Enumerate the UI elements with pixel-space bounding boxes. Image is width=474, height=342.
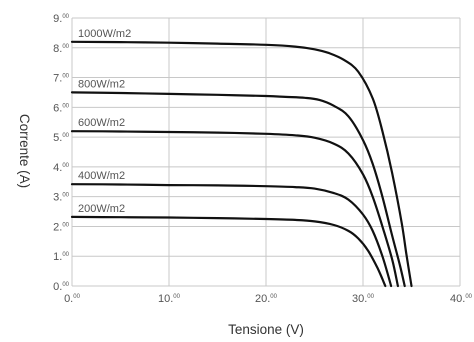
series-line	[70, 130, 399, 288]
x-tick-labels: 0.00 10.00 20.00 30.00 40.00	[64, 293, 473, 305]
x-tick-label: 20.00	[255, 293, 278, 305]
y-tick-label: 7.00	[53, 73, 70, 85]
y-tick-label: 0.00	[53, 281, 70, 293]
y-tick-label: 2.00	[53, 221, 70, 233]
y-tick-label: 9.00	[53, 13, 70, 25]
series-label: 800W/m2	[78, 78, 125, 90]
series-label: 600W/m2	[78, 117, 125, 129]
y-tick-label: 5.00	[53, 132, 70, 144]
x-tick-label: 0.00	[64, 293, 81, 305]
x-axis-title: Tensione (V)	[228, 322, 304, 337]
series-line	[70, 183, 393, 288]
x-tick-label: 30.00	[352, 293, 375, 305]
y-axis-title: Corrente (A)	[17, 114, 32, 188]
series-group	[70, 40, 413, 288]
y-tick-label: 6.00	[53, 102, 70, 114]
series-label: 400W/m2	[78, 170, 125, 182]
y-tick-label: 8.00	[53, 43, 70, 55]
y-tick-label: 3.00	[53, 192, 70, 204]
y-tick-labels: 0.00 1.00 2.00 3.00 4.00 5.00 6.00 7.00 8.00 9.00	[53, 13, 70, 293]
y-tick-label: 1.00	[53, 251, 70, 263]
series-line	[70, 215, 387, 288]
grid	[71, 17, 461, 287]
series-label: 1000W/m2	[78, 28, 131, 40]
series-label: 200W/m2	[78, 203, 125, 215]
y-tick-label: 4.00	[53, 162, 70, 174]
series-labels: 1000W/m2 800W/m2 600W/m2 400W/m2 200W/m2	[78, 28, 131, 215]
series-line	[70, 91, 406, 288]
series-line	[70, 40, 413, 288]
x-tick-label: 10.00	[158, 293, 181, 305]
x-tick-label: 40.00	[450, 293, 473, 305]
